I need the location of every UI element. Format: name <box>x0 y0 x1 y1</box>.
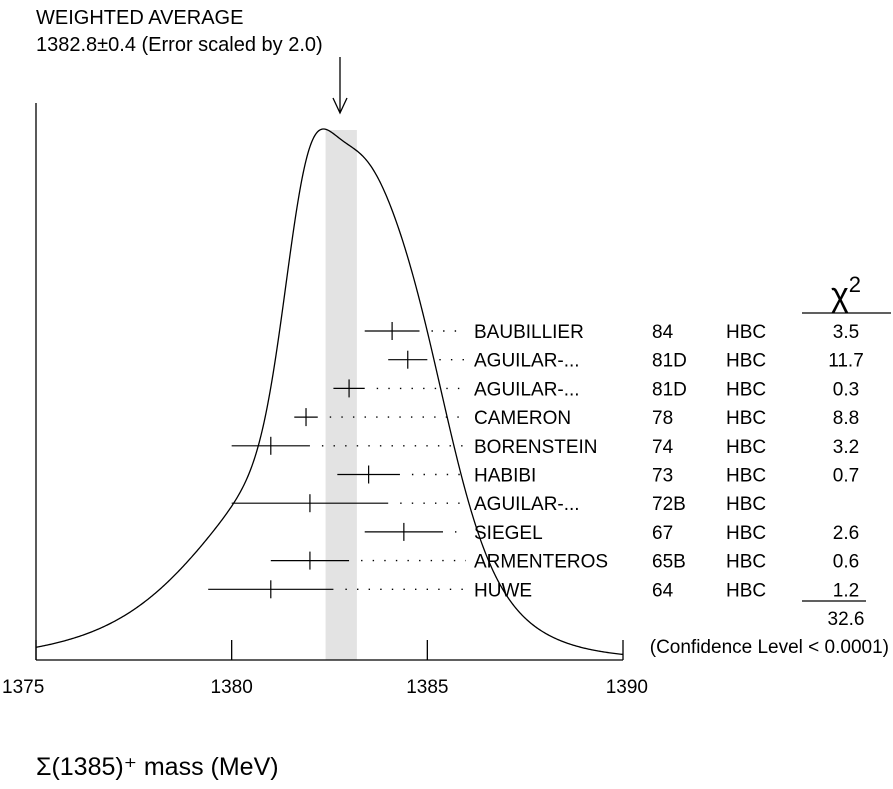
row-author: HUWE <box>474 580 532 601</box>
row-technique: HBC <box>726 437 766 458</box>
measurement-row: HUWE 64 HBC 1.2 <box>208 580 859 601</box>
row-chi2: 3.5 <box>833 322 859 343</box>
row-author: CAMERON <box>474 408 571 429</box>
row-technique: HBC <box>726 552 766 573</box>
row-author: ARMENTEROS <box>474 552 608 573</box>
row-technique: HBC <box>726 379 766 400</box>
row-chi2: 3.2 <box>833 437 859 458</box>
average-arrow <box>332 57 348 115</box>
ideogram-curve <box>35 128 624 656</box>
row-year: 78 <box>652 408 673 429</box>
row-technique: HBC <box>726 466 766 487</box>
measurement-row: SIEGEL 67 HBC 2.6 <box>364 522 859 544</box>
row-author: SIEGEL <box>474 523 543 544</box>
row-author: HABIBI <box>474 466 536 487</box>
row-technique: HBC <box>726 351 766 372</box>
row-author: AGUILAR-... <box>474 494 580 515</box>
row-chi2: 2.6 <box>833 523 859 544</box>
row-chi2: 0.7 <box>833 466 859 487</box>
x-axis-label: Σ(1385)⁺ mass (MeV) <box>36 753 279 781</box>
row-technique: HBC <box>726 580 766 601</box>
row-technique: HBC <box>726 494 766 515</box>
chart-title: WEIGHTED AVERAGE <box>36 7 243 29</box>
x-tick-label: 1385 <box>406 677 448 698</box>
measurement-row: AGUILAR-... 72B HBC <box>231 494 766 515</box>
chi2-total: 32.6 <box>828 609 865 630</box>
row-year: 81D <box>652 379 687 400</box>
measurement-row: BAUBILLIER 84 HBC 3.5 <box>364 322 859 343</box>
row-year: 67 <box>652 523 673 544</box>
measurement-row: BORENSTEIN 74 HBC 3.2 <box>231 436 859 458</box>
row-author: BAUBILLIER <box>474 322 584 343</box>
row-year: 74 <box>652 437 674 458</box>
chi2-header: χ2 <box>831 272 861 314</box>
row-chi2: 0.3 <box>833 379 859 400</box>
row-chi2: 1.2 <box>833 580 859 601</box>
x-tick-label: 1390 <box>606 677 648 698</box>
row-author: AGUILAR-... <box>474 351 580 372</box>
row-year: 72B <box>652 494 686 515</box>
chart-subtitle: 1382.8±0.4 (Error scaled by 2.0) <box>36 34 323 56</box>
x-tick-label: 1380 <box>211 677 253 698</box>
measurement-row: AGUILAR-... 81D HBC 11.7 <box>388 350 864 372</box>
row-year: 64 <box>652 580 674 601</box>
row-author: AGUILAR-... <box>474 379 580 400</box>
row-technique: HBC <box>726 408 766 429</box>
row-technique: HBC <box>726 523 766 544</box>
row-chi2: 0.6 <box>833 552 859 573</box>
row-year: 81D <box>652 351 687 372</box>
confidence-level: (Confidence Level < 0.0001) <box>650 637 889 658</box>
row-year: 65B <box>652 552 686 573</box>
row-year: 73 <box>652 466 673 487</box>
row-technique: HBC <box>726 322 766 343</box>
row-chi2: 11.7 <box>828 351 864 372</box>
weighted-average-band <box>325 130 357 660</box>
measurement-row: AGUILAR-... 81D HBC 0.3 <box>333 379 859 400</box>
measurement-row: ARMENTEROS 65B HBC 0.6 <box>270 551 859 573</box>
row-author: BORENSTEIN <box>474 437 598 458</box>
row-chi2: 8.8 <box>833 408 859 429</box>
measurement-row: CAMERON 78 HBC 8.8 <box>294 408 859 429</box>
measurement-row: HABIBI 73 HBC 0.7 <box>337 465 859 487</box>
row-year: 84 <box>652 322 674 343</box>
x-tick-label: 1375 <box>2 677 44 698</box>
